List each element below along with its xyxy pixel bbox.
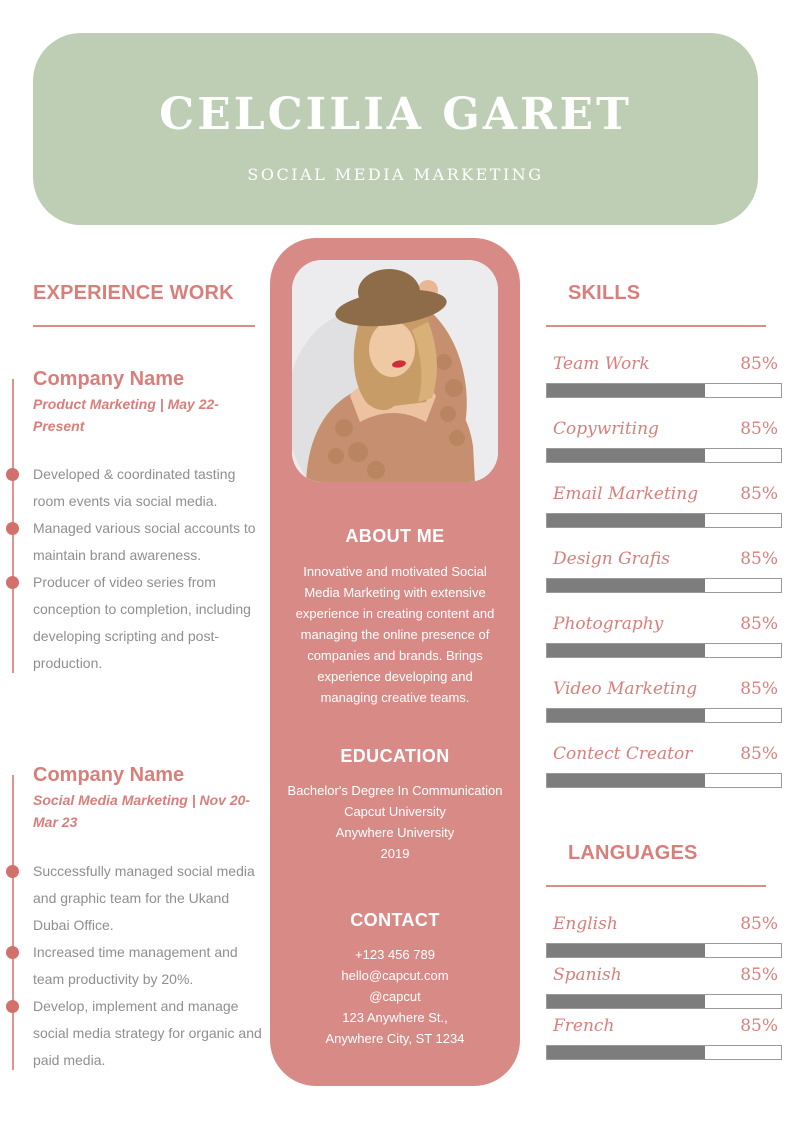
section-divider <box>546 885 766 887</box>
language-percent: 85% <box>740 1016 778 1036</box>
language-progress-fill <box>547 995 705 1008</box>
contact-lines: +123 456 789 hello@capcut.com @capcut 12… <box>270 944 520 1049</box>
contact-handle: @capcut <box>369 989 421 1004</box>
header-banner: CELCILIA GARET SOCIAL MEDIA MARKETING <box>33 33 758 225</box>
person-role: SOCIAL MEDIA MARKETING <box>247 165 544 185</box>
experience-bullet: Develop, implement and manage social med… <box>6 993 263 1074</box>
skill-label: Design Grafis <box>553 549 670 569</box>
skill-row: Contect Creator 85% <box>546 743 782 788</box>
timeline-line <box>12 775 14 1070</box>
role-and-dates: Social Media Marketing | Nov 20-Mar 23 <box>33 792 251 831</box>
education-lines: Bachelor's Degree In Communication Capcu… <box>270 780 520 864</box>
language-label: French <box>553 1016 615 1036</box>
experience-bullets: Developed & coordinated tasting room eve… <box>6 461 263 677</box>
contact-address-line1: 123 Anywhere St., <box>342 1010 448 1025</box>
company-name: Company Name <box>33 368 185 390</box>
about-heading: ABOUT ME <box>345 526 445 546</box>
skill-label: Photography <box>553 614 664 634</box>
experience-bullets: Successfully managed social media and gr… <box>6 858 263 1074</box>
skill-progress-fill <box>547 579 705 592</box>
skill-label: Team Work <box>553 354 650 374</box>
contact-email: hello@capcut.com <box>341 968 449 983</box>
skill-progress-fill <box>547 709 705 722</box>
language-percent: 85% <box>740 914 778 934</box>
skill-row: Photography 85% <box>546 613 782 658</box>
skill-progress-fill <box>547 774 705 787</box>
skill-percent: 85% <box>740 614 778 634</box>
language-label: English <box>553 914 618 934</box>
experience-heading: EXPERIENCE WORK <box>33 282 234 304</box>
experience-entry: Company Name Social Media Marketing | No… <box>6 763 263 1074</box>
skill-label: Video Marketing <box>553 679 698 699</box>
languages-heading: LANGUAGES <box>568 842 698 864</box>
experience-bullet: Increased time management and team produ… <box>6 939 263 993</box>
language-row: English 85% <box>546 913 782 958</box>
skill-row: Design Grafis 85% <box>546 548 782 593</box>
skill-percent: 85% <box>740 549 778 569</box>
profile-panel: ABOUT ME Innovative and motivated Social… <box>270 238 520 1086</box>
language-progress-bar <box>546 994 782 1009</box>
skill-progress-bar <box>546 578 782 593</box>
language-row: French 85% <box>546 1015 782 1060</box>
language-percent: 85% <box>740 965 778 985</box>
skill-percent: 85% <box>740 744 778 764</box>
skill-percent: 85% <box>740 354 778 374</box>
experience-column: EXPERIENCE WORK Company Name Product Mar… <box>6 282 263 1074</box>
education-line: Capcut University <box>344 804 446 819</box>
skill-progress-fill <box>547 644 705 657</box>
education-line: 2019 <box>380 846 410 861</box>
skill-row: Copywriting 85% <box>546 418 782 463</box>
skill-progress-bar <box>546 513 782 528</box>
skill-label: Contect Creator <box>553 744 693 764</box>
skill-progress-bar <box>546 773 782 788</box>
language-progress-fill <box>547 1046 705 1059</box>
company-name: Company Name <box>33 764 185 787</box>
languages-list: English 85% Spanish 85% French 85% <box>546 913 782 1060</box>
skill-percent: 85% <box>740 679 778 699</box>
skill-progress-fill <box>547 449 705 462</box>
portrait-illustration <box>292 260 498 482</box>
education-line: Anywhere University <box>335 825 455 840</box>
skill-progress-fill <box>547 514 705 527</box>
experience-bullet: Developed & coordinated tasting room eve… <box>6 461 263 515</box>
skills-heading: SKILLS <box>568 282 641 304</box>
section-divider <box>546 325 766 327</box>
skill-progress-bar <box>546 643 782 658</box>
language-label: Spanish <box>553 965 622 985</box>
about-text: Innovative and motivated Social Media Ma… <box>295 564 495 705</box>
skill-label: Copywriting <box>553 419 659 439</box>
contact-heading: CONTACT <box>350 910 440 930</box>
role-and-dates: Product Marketing | May 22-Present <box>33 396 219 434</box>
skill-progress-bar <box>546 383 782 398</box>
contact-address-line2: Anywhere City, ST 1234 <box>325 1031 465 1046</box>
language-progress-fill <box>547 944 705 957</box>
skill-row: Video Marketing 85% <box>546 678 782 723</box>
education-heading: EDUCATION <box>340 746 450 766</box>
skill-progress-bar <box>546 708 782 723</box>
contact-phone: +123 456 789 <box>355 947 435 962</box>
skill-row: Email Marketing 85% <box>546 483 782 528</box>
skill-progress-fill <box>547 384 705 397</box>
language-progress-bar <box>546 943 782 958</box>
language-progress-bar <box>546 1045 782 1060</box>
education-line: Bachelor's Degree In Communication <box>287 783 503 798</box>
experience-entry: Company Name Product Marketing | May 22-… <box>6 367 263 677</box>
profile-photo <box>292 260 498 482</box>
skill-label: Email Marketing <box>553 484 699 504</box>
skill-percent: 85% <box>740 484 778 504</box>
skill-row: Team Work 85% <box>546 353 782 398</box>
skills-list: Team Work 85% Copywriting 85% Email Mark… <box>546 353 782 788</box>
language-row: Spanish 85% <box>546 964 782 1009</box>
experience-bullet: Producer of video series from conception… <box>6 569 263 677</box>
skill-progress-bar <box>546 448 782 463</box>
skills-column: SKILLS Team Work 85% Copywriting 85% Ema… <box>546 282 782 1066</box>
experience-bullet: Managed various social accounts to maint… <box>6 515 263 569</box>
experience-bullet: Successfully managed social media and gr… <box>6 858 263 939</box>
person-name: CELCILIA GARET <box>159 89 632 140</box>
skill-percent: 85% <box>740 419 778 439</box>
section-divider <box>33 325 255 327</box>
